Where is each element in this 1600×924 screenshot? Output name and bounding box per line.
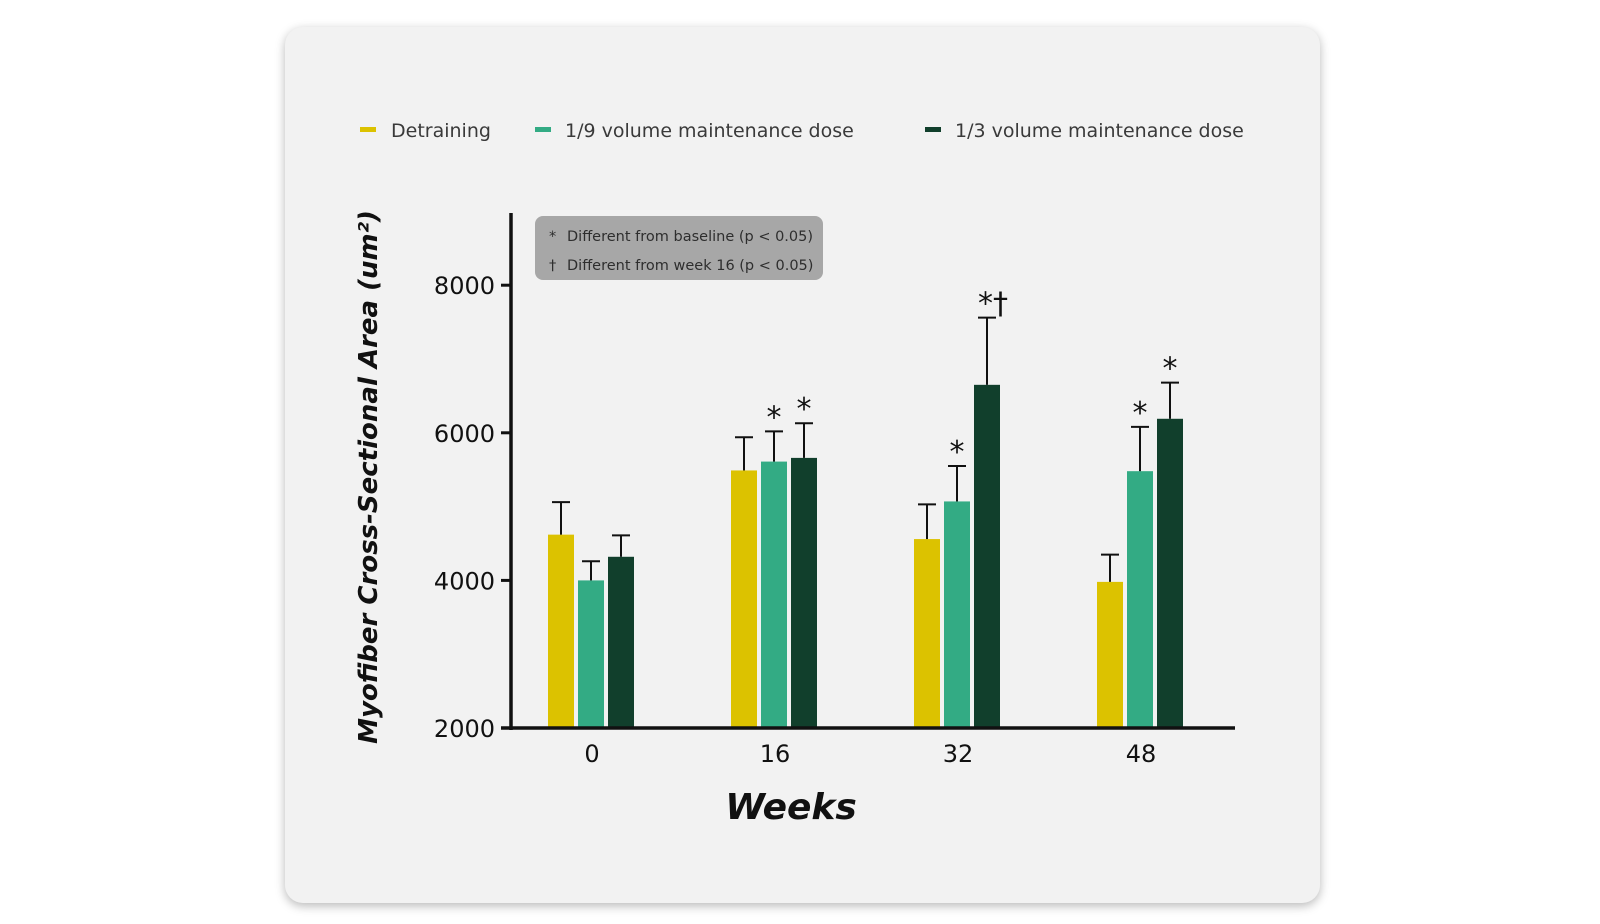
- y-tick-label-2000: 2000: [434, 715, 495, 743]
- significance-mark-week-16-series-3: *: [797, 392, 812, 427]
- note-text-baseline: Different from baseline (p < 0.05): [567, 229, 813, 245]
- bar-week-16-series-2: [761, 461, 787, 728]
- legend-swatch-one-ninth-dose: [535, 127, 551, 132]
- bar-chart: Detraining 1/9 volume maintenance dose 1…: [354, 120, 1244, 828]
- note-symbol-dagger: †: [549, 258, 556, 274]
- x-tick-label-0: 0: [584, 740, 599, 768]
- legend-swatch-detraining: [360, 127, 376, 132]
- x-axis-ticks: 0 16 32 48: [584, 740, 1156, 768]
- x-tick-label-48: 48: [1126, 740, 1157, 768]
- y-tick-label-6000: 6000: [434, 420, 495, 448]
- chart-card: Detraining 1/9 volume maintenance dose 1…: [285, 27, 1320, 903]
- x-tick-label-32: 32: [943, 740, 974, 768]
- note-symbol-asterisk: *: [549, 229, 556, 245]
- y-axis-title: Myofiber Cross-Sectional Area (um²): [354, 210, 384, 744]
- bar-week-32-series-3: [974, 384, 1000, 728]
- significance-mark-week-32-series-3: *†: [978, 287, 1008, 322]
- significance-note-box: * Different from baseline (p < 0.05) † D…: [535, 216, 823, 280]
- bar-week-16-series-3: [791, 457, 817, 728]
- bar-week-48-series-3: [1157, 418, 1183, 728]
- bar-week-0-series-1: [548, 534, 574, 728]
- significance-mark-week-16-series-2: *: [767, 400, 782, 435]
- legend-swatch-one-third-dose: [925, 127, 941, 132]
- bar-week-0-series-2: [578, 580, 604, 728]
- bar-week-48-series-2: [1127, 471, 1153, 728]
- legend-label-detraining: Detraining: [391, 120, 491, 142]
- legend-label-one-ninth-dose: 1/9 volume maintenance dose: [565, 120, 854, 142]
- bar-week-32-series-2: [944, 501, 970, 728]
- x-tick-label-16: 16: [760, 740, 791, 768]
- bar-week-16-series-1: [731, 470, 757, 728]
- significance-mark-week-48-series-3: *: [1163, 352, 1178, 387]
- significance-mark-week-48-series-2: *: [1133, 396, 1148, 431]
- y-tick-label-8000: 8000: [434, 272, 495, 300]
- note-box-background: [535, 216, 823, 280]
- bars-layer: * * * *† * *: [548, 287, 1183, 728]
- bar-week-48-series-1: [1097, 581, 1123, 728]
- x-axis-title: Weeks: [725, 787, 857, 828]
- note-text-week16: Different from week 16 (p < 0.05): [567, 258, 813, 274]
- y-tick-label-4000: 4000: [434, 567, 495, 595]
- significance-mark-week-32-series-2: *: [950, 435, 965, 470]
- bar-week-0-series-3: [608, 556, 634, 728]
- legend-label-one-third-dose: 1/3 volume maintenance dose: [955, 120, 1244, 142]
- legend: Detraining 1/9 volume maintenance dose 1…: [360, 120, 1244, 142]
- bar-week-32-series-1: [914, 539, 940, 728]
- y-axis-ticks: 2000 4000 6000 8000: [434, 272, 511, 743]
